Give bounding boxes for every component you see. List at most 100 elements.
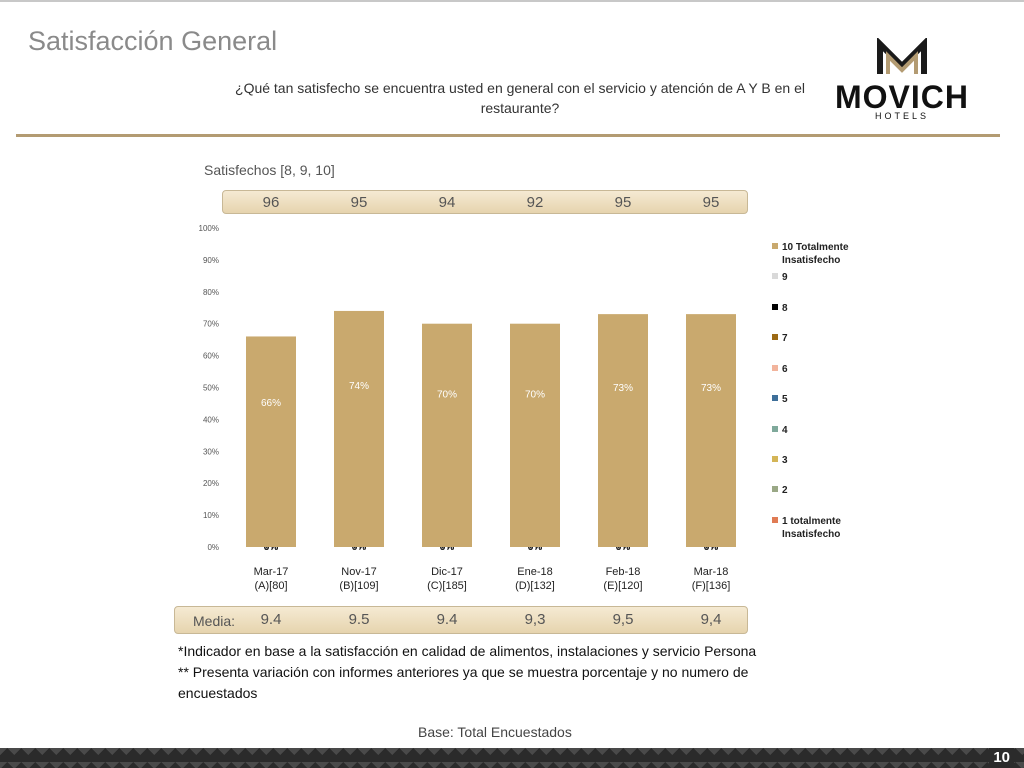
legend-swatch bbox=[772, 395, 778, 401]
data-label: 0% bbox=[704, 542, 719, 553]
y-tick-label: 60% bbox=[203, 352, 219, 361]
movich-logo: MOVICH HOTELS bbox=[816, 36, 988, 122]
y-tick-label: 10% bbox=[203, 511, 219, 520]
legend-swatch bbox=[772, 456, 778, 462]
data-label: 0% bbox=[440, 542, 455, 553]
media-ribbon: Media: bbox=[174, 606, 748, 634]
data-label: 0% bbox=[528, 542, 543, 553]
footnote-line-2: ** Presenta variación con informes anter… bbox=[178, 664, 749, 701]
footnote-line-1: *Indicador en base a la satisfacción en … bbox=[178, 643, 757, 659]
y-tick-label: 30% bbox=[203, 447, 219, 456]
y-tick-label: 50% bbox=[203, 384, 219, 393]
page-number: 10 bbox=[989, 748, 1014, 768]
survey-question: ¿Qué tan satisfecho se encuentra usted e… bbox=[235, 80, 805, 116]
media-value: 9.4 bbox=[436, 611, 458, 628]
data-label: 70% bbox=[437, 389, 457, 400]
satisfied-label: Satisfechos [8, 9, 10] bbox=[204, 162, 335, 178]
legend-entry: 3 bbox=[782, 455, 788, 466]
media-value: 9,4 bbox=[700, 611, 722, 628]
data-label: 0% bbox=[264, 542, 279, 553]
media-label: Media: bbox=[193, 613, 236, 629]
y-tick-label: 70% bbox=[203, 320, 219, 329]
legend-swatch bbox=[772, 334, 778, 340]
legend-entry: Insatisfecho bbox=[782, 255, 840, 266]
y-tick-label: 40% bbox=[203, 415, 219, 424]
category-label: (E)[120] bbox=[603, 580, 642, 592]
legend-swatch bbox=[772, 486, 778, 492]
legend-entry: 10 Totalmente bbox=[782, 242, 849, 253]
y-tick-label: 20% bbox=[203, 479, 219, 488]
y-tick-label: 0% bbox=[207, 543, 219, 552]
category-label: Nov-17 bbox=[341, 566, 376, 578]
legend-entry: 1 totalmente bbox=[782, 516, 841, 527]
data-label: 0% bbox=[352, 542, 367, 553]
data-label: 66% bbox=[261, 398, 281, 409]
legend-swatch bbox=[772, 426, 778, 432]
top-divider bbox=[0, 0, 1024, 2]
data-label: 0% bbox=[528, 542, 543, 553]
stacked-bar-chart: 0%10%20%30%40%50%60%70%80%90%100%0%0%0%1… bbox=[199, 224, 849, 592]
data-label: 0% bbox=[264, 542, 279, 553]
bar-segment bbox=[334, 310, 384, 547]
data-label: 0% bbox=[352, 542, 367, 553]
legend-swatch bbox=[772, 273, 778, 279]
data-label: 0% bbox=[704, 542, 719, 553]
satisfied-value: 95 bbox=[702, 194, 720, 211]
header-rule bbox=[16, 134, 1000, 137]
bar-segment bbox=[598, 314, 648, 547]
category-label: Dic-17 bbox=[431, 566, 463, 578]
y-tick-label: 100% bbox=[199, 224, 219, 233]
category-label: Mar-18 bbox=[694, 566, 729, 578]
data-label: 0% bbox=[264, 542, 279, 553]
category-label: Ene-18 bbox=[517, 566, 552, 578]
data-label: 0% bbox=[616, 542, 631, 553]
data-label: 70% bbox=[525, 389, 545, 400]
category-label: Mar-17 bbox=[254, 566, 289, 578]
category-label: Feb-18 bbox=[606, 566, 641, 578]
data-label: 0% bbox=[528, 542, 543, 553]
logo-wordmark: MOVICH bbox=[835, 79, 969, 115]
media-value: 9.4 bbox=[260, 611, 282, 628]
legend-entry: 6 bbox=[782, 364, 788, 375]
satisfied-value: 94 bbox=[438, 194, 456, 211]
data-label: 73% bbox=[701, 383, 721, 394]
footer-band bbox=[0, 748, 1024, 768]
data-label: 0% bbox=[440, 542, 455, 553]
legend-entry: 7 bbox=[782, 333, 788, 344]
y-tick-label: 90% bbox=[203, 256, 219, 265]
satisfied-value: 95 bbox=[350, 194, 368, 211]
category-label: (D)[132] bbox=[515, 580, 555, 592]
legend-swatch bbox=[772, 517, 778, 523]
data-label: 74% bbox=[349, 381, 369, 392]
media-value: 9,5 bbox=[612, 611, 634, 628]
category-label: (B)[109] bbox=[339, 580, 378, 592]
legend-entry: 2 bbox=[782, 485, 788, 496]
category-label: (F)[136] bbox=[692, 580, 731, 592]
data-label: 0% bbox=[616, 542, 631, 553]
category-label: (A)[80] bbox=[254, 580, 287, 592]
satisfied-value: 95 bbox=[614, 194, 632, 211]
bar-segment bbox=[422, 323, 472, 547]
legend-entry: 4 bbox=[782, 425, 788, 436]
base-note: Base: Total Encuestados bbox=[418, 724, 572, 740]
legend-swatch bbox=[772, 365, 778, 371]
legend-swatch bbox=[772, 304, 778, 310]
data-label: 0% bbox=[704, 542, 719, 553]
legend-entry: 5 bbox=[782, 394, 788, 405]
media-value: 9,3 bbox=[524, 611, 546, 628]
satisfied-ribbon bbox=[222, 190, 748, 214]
satisfied-value: 92 bbox=[526, 194, 544, 211]
media-value: 9.5 bbox=[348, 611, 370, 628]
data-label: 73% bbox=[613, 383, 633, 394]
category-label: (C)[185] bbox=[427, 580, 467, 592]
satisfied-value: 96 bbox=[262, 194, 280, 211]
legend-entry: Insatisfecho bbox=[782, 529, 840, 540]
logo-subtitle: HOTELS bbox=[874, 111, 929, 121]
footnote: *Indicador en base a la satisfacción en … bbox=[178, 641, 778, 704]
data-label: 0% bbox=[440, 542, 455, 553]
data-label: 0% bbox=[616, 542, 631, 553]
legend-entry: 8 bbox=[782, 303, 788, 314]
legend-entry: 9 bbox=[782, 272, 788, 283]
page-title: Satisfacción General bbox=[28, 26, 278, 56]
bar-segment bbox=[246, 336, 296, 547]
